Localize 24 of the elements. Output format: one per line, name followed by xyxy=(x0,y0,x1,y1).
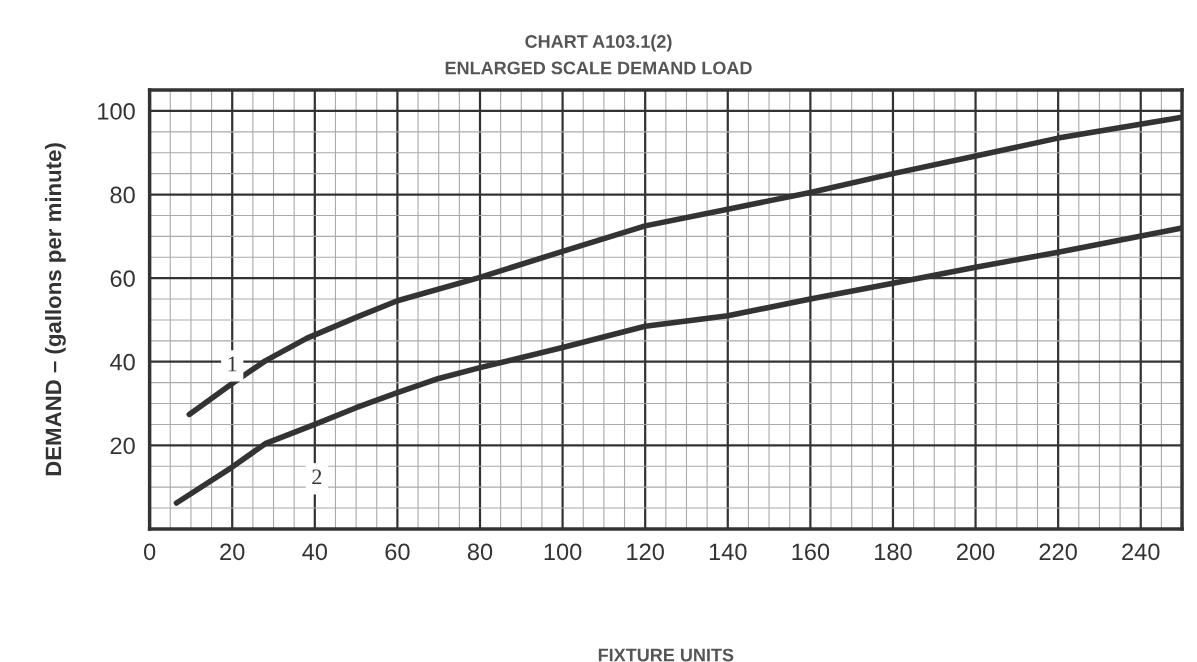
x-tick-label: 220 xyxy=(1039,543,1077,561)
x-tick-label: 40 xyxy=(302,543,328,561)
y-tick-label: 60 xyxy=(110,270,135,287)
x-tick-label: 160 xyxy=(792,543,830,561)
y-tick-label: 80 xyxy=(110,186,135,204)
x-tick-label: 0 xyxy=(143,543,156,561)
x-tick-label: 200 xyxy=(957,543,995,561)
x-tick-label: 100 xyxy=(544,543,582,561)
annotation: 2 xyxy=(312,469,322,485)
x-tick-label: 140 xyxy=(709,543,747,561)
y-tick-label: 100 xyxy=(98,103,135,120)
y-tick-label: 40 xyxy=(110,353,135,371)
x-axis-title: FIXTURE UNITS xyxy=(598,648,734,662)
chart-subtitle: ENLARGED SCALE DEMAND LOAD xyxy=(445,61,752,75)
y-axis-title: DEMAND – (gallons per minute) xyxy=(44,143,66,476)
x-tick-label: 80 xyxy=(467,543,493,561)
y-tick-label: 20 xyxy=(110,437,135,455)
x-tick-label: 180 xyxy=(875,543,912,561)
x-tick-label: 20 xyxy=(220,543,245,561)
x-tick-label: 60 xyxy=(385,543,410,561)
x-tick-label: 240 xyxy=(1122,543,1160,561)
x-tick-label: 120 xyxy=(627,543,664,561)
chart-title: CHART A103.1(2) xyxy=(525,34,672,52)
annotation: 1 xyxy=(228,356,237,372)
